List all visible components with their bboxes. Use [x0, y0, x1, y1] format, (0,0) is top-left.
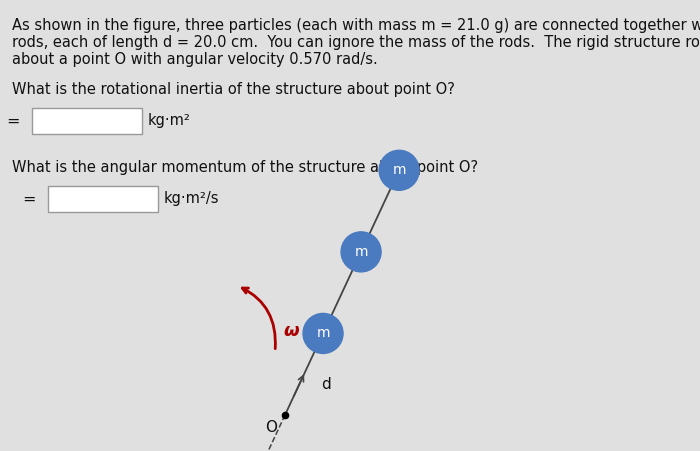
Bar: [48, 186, 158, 212]
Text: m: m: [316, 327, 330, 341]
Bar: [32, 108, 142, 134]
Text: kg·m²/s: kg·m²/s: [164, 192, 220, 207]
Text: What is the angular momentum of the structure about point O?: What is the angular momentum of the stru…: [12, 160, 478, 175]
Point: [279, 411, 290, 419]
Text: As shown in the figure, three particles (each with mass m = 21.0 g) are connecte: As shown in the figure, three particles …: [12, 18, 700, 33]
Text: about a point O with angular velocity 0.570 rad/s.: about a point O with angular velocity 0.…: [12, 52, 378, 67]
Circle shape: [303, 313, 343, 354]
Text: d: d: [321, 377, 331, 392]
Text: =: =: [22, 192, 36, 207]
Text: m: m: [354, 245, 368, 259]
Circle shape: [379, 150, 419, 190]
Text: ω: ω: [283, 322, 299, 341]
Text: m: m: [393, 163, 406, 177]
Text: kg·m²: kg·m²: [148, 114, 191, 129]
Text: =: =: [6, 114, 20, 129]
Text: What is the rotational inertia of the structure about point O?: What is the rotational inertia of the st…: [12, 82, 455, 97]
Text: rods, each of length d = 20.0 cm.  You can ignore the mass of the rods.  The rig: rods, each of length d = 20.0 cm. You ca…: [12, 35, 700, 50]
Text: O: O: [265, 420, 277, 435]
Circle shape: [341, 232, 381, 272]
